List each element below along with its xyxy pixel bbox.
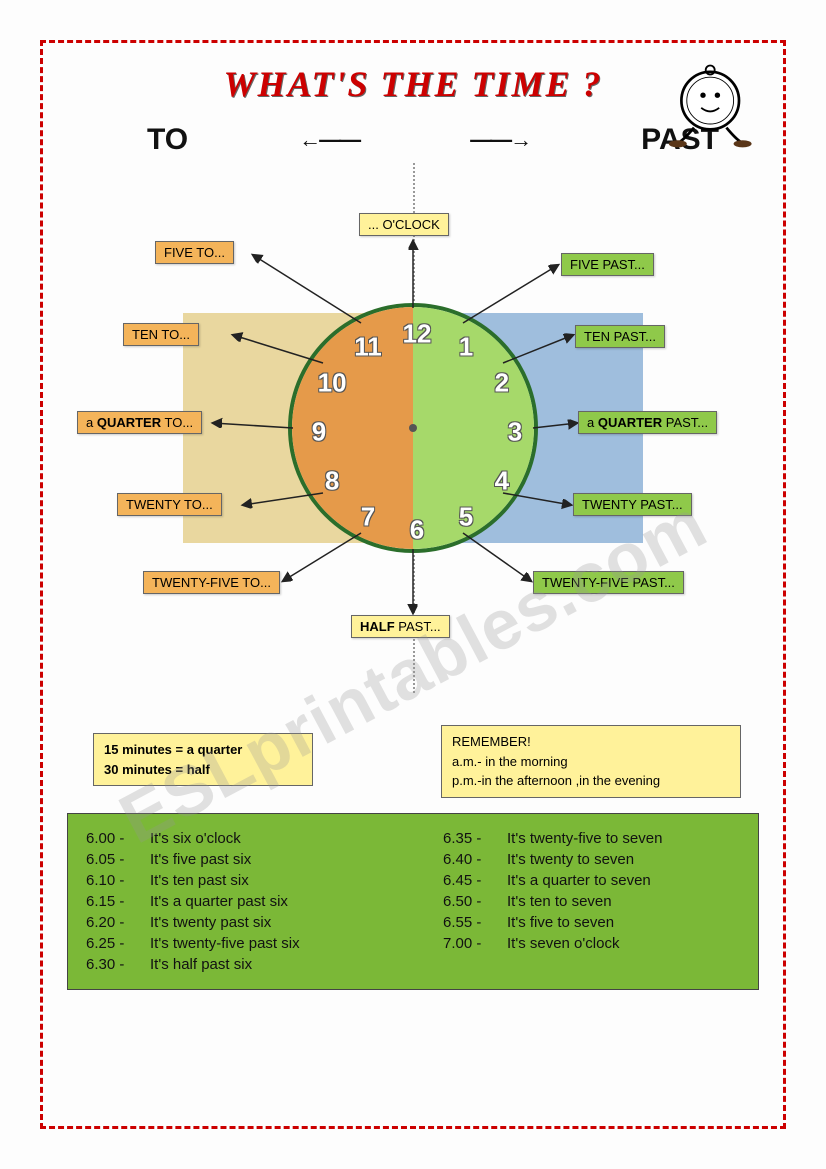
label-to-4: TWENTY-FIVE TO... bbox=[143, 571, 280, 594]
clock-number: 5 bbox=[459, 501, 473, 532]
note-quarter-half: 15 minutes = a quarter30 minutes = half bbox=[93, 733, 313, 786]
page-title: WHAT'S THE TIME ? bbox=[67, 63, 759, 105]
example-time: 6.15 - bbox=[86, 893, 150, 910]
examples-box: 6.00 -It's six o'clock6.05 -It's five pa… bbox=[67, 813, 759, 990]
clock-number: 10 bbox=[318, 368, 347, 399]
cartoon-clock-icon bbox=[667, 61, 757, 151]
clock-number: 7 bbox=[361, 501, 375, 532]
example-text: It's ten past six bbox=[150, 872, 249, 889]
clock-face: 12 12 3 45 6 78 9 1011 bbox=[288, 303, 538, 553]
example-row: 6.25 -It's twenty-five past six bbox=[86, 935, 383, 952]
label-to-2: a QUARTER TO... bbox=[77, 411, 202, 434]
to-past-header: TO ←—— ——→ PAST bbox=[147, 123, 719, 157]
label-to-0: FIVE TO... bbox=[155, 241, 234, 264]
example-text: It's twenty-five to seven bbox=[507, 830, 662, 847]
example-time: 6.20 - bbox=[86, 914, 150, 931]
example-time: 6.55 - bbox=[443, 914, 507, 931]
arrow-right-icon: ——→ bbox=[470, 127, 530, 153]
example-row: 6.30 -It's half past six bbox=[86, 956, 383, 973]
example-time: 6.10 - bbox=[86, 872, 150, 889]
example-row: 6.10 -It's ten past six bbox=[86, 872, 383, 889]
example-text: It's five to seven bbox=[507, 914, 614, 931]
example-row: 6.40 -It's twenty to seven bbox=[443, 851, 740, 868]
clock-number: 11 bbox=[354, 332, 382, 363]
clock-number: 9 bbox=[312, 417, 326, 448]
note-remember: REMEMBER!a.m.- in the morningp.m.-in the… bbox=[441, 725, 741, 798]
example-text: It's half past six bbox=[150, 956, 252, 973]
example-text: It's twenty-five past six bbox=[150, 935, 300, 952]
example-time: 6.25 - bbox=[86, 935, 150, 952]
example-time: 6.50 - bbox=[443, 893, 507, 910]
example-text: It's a quarter to seven bbox=[507, 872, 651, 889]
example-text: It's six o'clock bbox=[150, 830, 241, 847]
clock-number: 8 bbox=[325, 466, 339, 497]
label-past-1: TEN PAST... bbox=[575, 325, 665, 348]
example-text: It's ten to seven bbox=[507, 893, 612, 910]
clock-number: 6 bbox=[410, 515, 424, 546]
label-past-0: FIVE PAST... bbox=[561, 253, 654, 276]
example-text: It's five past six bbox=[150, 851, 251, 868]
clock-number: 3 bbox=[508, 417, 522, 448]
example-text: It's twenty past six bbox=[150, 914, 271, 931]
example-row: 6.55 -It's five to seven bbox=[443, 914, 740, 931]
label-to-3: TWENTY TO... bbox=[117, 493, 222, 516]
example-row: 7.00 -It's seven o'clock bbox=[443, 935, 740, 952]
example-text: It's twenty to seven bbox=[507, 851, 634, 868]
to-heading: TO bbox=[147, 123, 188, 157]
example-time: 7.00 - bbox=[443, 935, 507, 952]
clock-number: 12 bbox=[403, 319, 432, 350]
label-past-2: a QUARTER PAST... bbox=[578, 411, 717, 434]
label-oclock: ... O'CLOCK bbox=[359, 213, 449, 236]
example-row: 6.00 -It's six o'clock bbox=[86, 830, 383, 847]
clock-center bbox=[409, 424, 417, 432]
example-row: 6.50 -It's ten to seven bbox=[443, 893, 740, 910]
example-time: 6.05 - bbox=[86, 851, 150, 868]
example-time: 6.00 - bbox=[86, 830, 150, 847]
clock-number: 1 bbox=[459, 332, 473, 363]
example-time: 6.35 - bbox=[443, 830, 507, 847]
clock-diagram: 12 12 3 45 6 78 9 1011 ... O'CLOCK HALF PAST... F… bbox=[83, 163, 743, 693]
example-time: 6.40 - bbox=[443, 851, 507, 868]
example-row: 6.05 -It's five past six bbox=[86, 851, 383, 868]
example-time: 6.45 - bbox=[443, 872, 507, 889]
examples-col-right: 6.35 -It's twenty-five to seven6.40 -It'… bbox=[443, 826, 740, 977]
label-half: HALF PAST... bbox=[351, 615, 450, 638]
example-text: It's a quarter past six bbox=[150, 893, 288, 910]
example-text: It's seven o'clock bbox=[507, 935, 619, 952]
example-row: 6.45 -It's a quarter to seven bbox=[443, 872, 740, 889]
example-time: 6.30 - bbox=[86, 956, 150, 973]
label-to-1: TEN TO... bbox=[123, 323, 199, 346]
clock-number: 2 bbox=[495, 368, 509, 399]
worksheet-frame: WHAT'S THE TIME ? TO ←—— ——→ PAST 12 12 3 4… bbox=[40, 40, 786, 1129]
label-past-4: TWENTY-FIVE PAST... bbox=[533, 571, 684, 594]
clock-half-to bbox=[292, 307, 413, 549]
example-row: 6.15 -It's a quarter past six bbox=[86, 893, 383, 910]
label-past-3: TWENTY PAST... bbox=[573, 493, 692, 516]
examples-col-left: 6.00 -It's six o'clock6.05 -It's five pa… bbox=[86, 826, 383, 977]
example-row: 6.20 -It's twenty past six bbox=[86, 914, 383, 931]
arrow-left-icon: ←—— bbox=[299, 127, 359, 153]
clock-number: 4 bbox=[495, 466, 509, 497]
example-row: 6.35 -It's twenty-five to seven bbox=[443, 830, 740, 847]
